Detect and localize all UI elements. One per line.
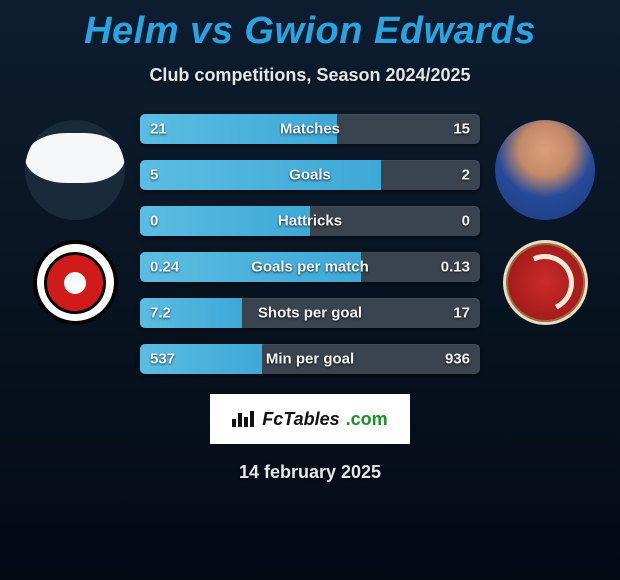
watermark-text-suffix: .com [346, 409, 388, 430]
season-subtitle: Club competitions, Season 2024/2025 [149, 65, 470, 86]
stat-bar: 0.240.13Goals per match [140, 252, 480, 282]
left-club-badge [33, 240, 118, 325]
stat-label: Shots per goal [140, 305, 480, 322]
watermark-text-prefix: FcTables [262, 409, 339, 430]
stat-bars: 2115Matches 52Goals 00Hattricks 0.240.13Goa… [140, 114, 480, 374]
stat-bar: 2115Matches [140, 114, 480, 144]
player-photo-icon [495, 120, 595, 220]
stat-bar: 00Hattricks [140, 206, 480, 236]
stat-bar: 7.217Shots per goal [140, 298, 480, 328]
page-title: Helm vs Gwion Edwards [84, 10, 536, 53]
bar-chart-icon [232, 411, 254, 427]
stat-label: Hattricks [140, 213, 480, 230]
stat-label: Goals [140, 167, 480, 184]
stat-label: Goals per match [140, 259, 480, 276]
fctables-watermark: FcTables .com [210, 394, 410, 444]
comparison-body: 2115Matches 52Goals 00Hattricks 0.240.13Goa… [0, 114, 620, 374]
right-player-avatar [495, 120, 595, 220]
right-club-badge [503, 240, 588, 325]
comparison-card: Helm vs Gwion Edwards Club competitions,… [0, 0, 620, 483]
avatar-placeholder-icon [25, 133, 125, 183]
left-player-column [20, 114, 130, 325]
right-player-column [490, 114, 600, 325]
stat-label: Min per goal [140, 351, 480, 368]
infographic-date: 14 february 2025 [239, 462, 381, 483]
stat-bar: 537936Min per goal [140, 344, 480, 374]
stat-bar: 52Goals [140, 160, 480, 190]
left-player-avatar [25, 120, 125, 220]
stat-label: Matches [140, 121, 480, 138]
